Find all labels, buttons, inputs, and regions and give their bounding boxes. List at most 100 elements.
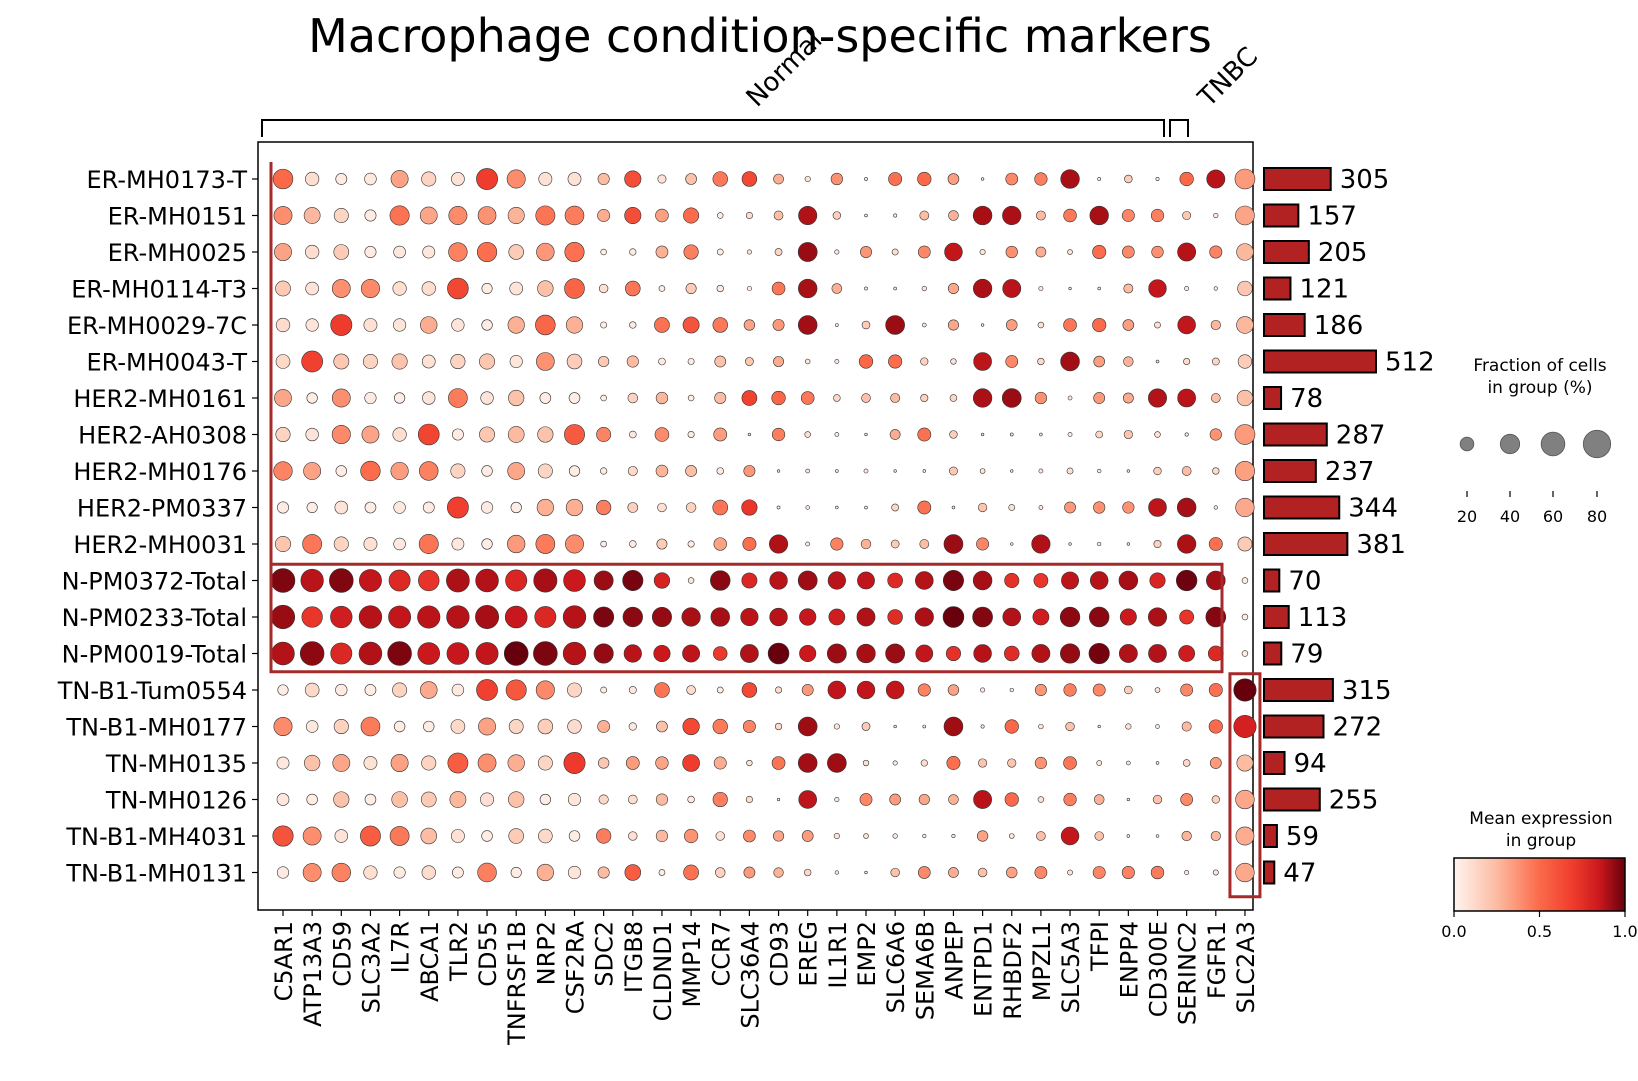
dot <box>301 606 323 628</box>
x-tick-label: SEMA6B <box>911 921 939 1020</box>
y-tick-label: ER-MH0173-T <box>87 166 248 194</box>
dot <box>538 828 553 844</box>
dot <box>1033 573 1049 588</box>
dot <box>828 608 846 626</box>
dot <box>627 502 639 513</box>
dot <box>805 541 811 547</box>
dot <box>272 168 294 190</box>
count-label: 255 <box>1329 786 1379 816</box>
dot <box>1123 429 1133 440</box>
dot <box>277 684 289 696</box>
dot <box>1060 643 1081 664</box>
dot <box>804 868 812 877</box>
count-label: 287 <box>1336 421 1386 451</box>
dot <box>1004 719 1019 734</box>
dot <box>860 538 872 550</box>
dot <box>797 242 818 262</box>
dot <box>684 828 699 844</box>
dot <box>863 833 869 839</box>
x-tick-label: ABCA1 <box>416 921 444 1002</box>
dot <box>1235 789 1255 810</box>
dot <box>972 205 993 226</box>
colorbar <box>1453 857 1626 912</box>
dot <box>712 791 728 808</box>
dot <box>1068 286 1072 291</box>
dot <box>1177 315 1196 335</box>
dot <box>741 171 758 187</box>
dot <box>565 534 584 554</box>
dot <box>450 463 466 479</box>
dot <box>980 177 985 181</box>
dot <box>1123 283 1134 294</box>
dot <box>1237 280 1253 297</box>
dot <box>451 537 465 551</box>
dot <box>600 540 607 548</box>
dot <box>447 752 469 774</box>
count-label: 237 <box>1325 457 1375 487</box>
dot <box>625 280 641 297</box>
dot <box>420 791 437 808</box>
dot <box>450 829 465 843</box>
dot <box>625 756 640 770</box>
dot <box>359 569 382 592</box>
dot <box>917 171 932 187</box>
dot <box>624 864 642 881</box>
dot <box>480 391 494 405</box>
dot <box>334 500 349 515</box>
dot <box>567 172 582 186</box>
dot <box>834 796 840 803</box>
dot <box>505 679 527 701</box>
dot <box>392 682 408 698</box>
dot <box>479 426 495 443</box>
dot <box>1006 866 1018 879</box>
gene-group-bracket <box>261 119 1165 137</box>
dot <box>480 792 495 807</box>
dot <box>710 570 731 591</box>
dot <box>740 607 759 627</box>
dot <box>481 465 493 477</box>
count-bar <box>1263 605 1290 629</box>
dot <box>920 357 929 366</box>
dot <box>1119 608 1137 626</box>
dot <box>653 644 671 663</box>
dot <box>834 359 840 364</box>
dot <box>565 316 584 334</box>
count-label: 94 <box>1294 749 1327 779</box>
dot <box>949 394 958 402</box>
dot <box>1005 245 1018 259</box>
dot <box>1235 205 1255 226</box>
dot <box>942 570 964 591</box>
dot <box>951 505 956 510</box>
dot <box>629 540 637 548</box>
dot <box>892 760 898 766</box>
dot <box>771 427 786 442</box>
color-legend-title: in group <box>1506 831 1576 851</box>
dot <box>628 831 638 841</box>
x-tick-label: ENTPD1 <box>970 921 998 1017</box>
dot <box>685 283 697 294</box>
dot <box>1097 541 1102 547</box>
dot <box>922 322 927 328</box>
dot <box>1063 683 1077 697</box>
count-bar <box>1263 860 1276 885</box>
dot <box>1153 466 1162 476</box>
dot <box>771 390 786 406</box>
x-tick-label: RHBDF2 <box>999 921 1027 1020</box>
dot <box>270 568 296 593</box>
count-label: 59 <box>1286 822 1319 852</box>
dot <box>1124 685 1133 695</box>
dot <box>1038 505 1044 510</box>
dot <box>1122 319 1135 331</box>
colorbar-tick-label: 0.5 <box>1527 922 1552 941</box>
dot <box>951 833 956 839</box>
count-bar <box>1263 276 1292 301</box>
dot <box>1208 719 1223 734</box>
dot <box>1122 245 1135 259</box>
dot <box>274 535 292 553</box>
dot <box>1241 577 1249 584</box>
dot <box>687 540 695 548</box>
colorbar-tick-label: 1.0 <box>1612 922 1637 941</box>
dot <box>973 644 992 663</box>
dot <box>1211 357 1220 366</box>
dot <box>1004 645 1020 662</box>
